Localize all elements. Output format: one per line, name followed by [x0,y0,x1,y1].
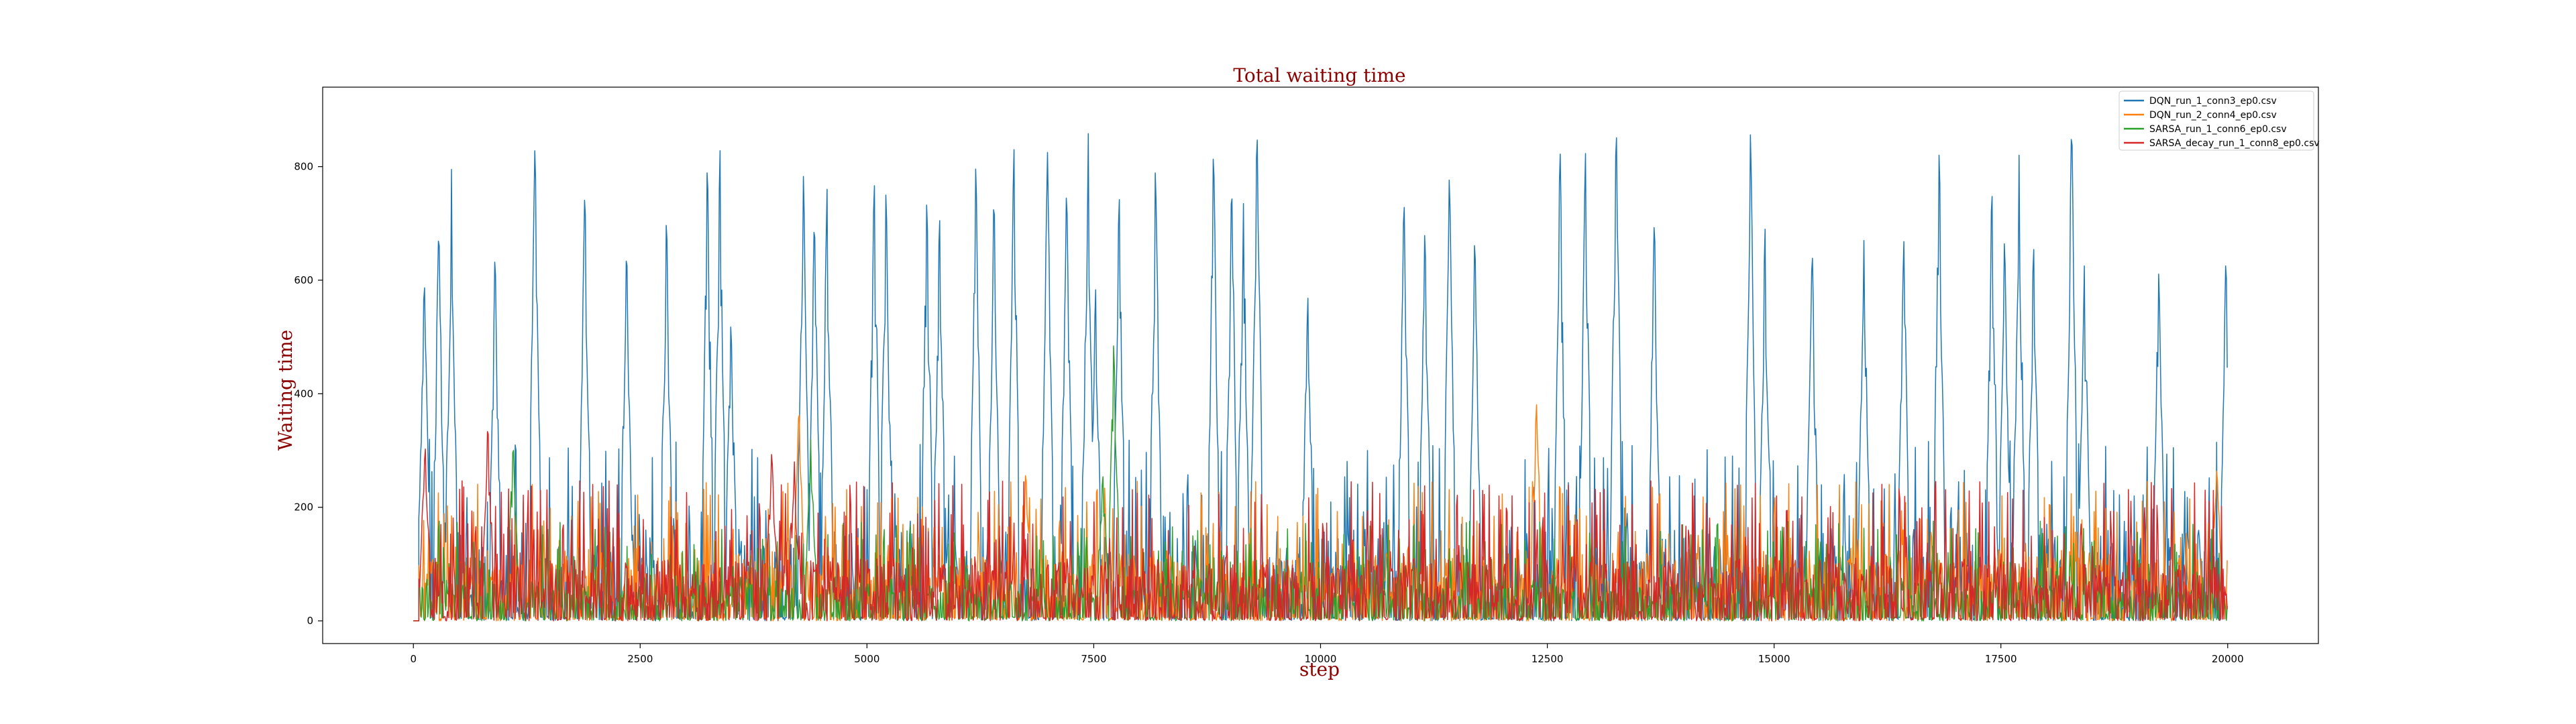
legend-entry-label: DQN_run_1_conn3_ep0.csv [2149,96,2277,107]
y-axis: 0 200 400 600 800 [294,161,323,627]
x-axis-label: step [1299,658,1340,680]
legend-entry-label: SARSA_decay_run_1_conn8_ep0.csv [2149,138,2320,149]
x-tick-label: 7500 [1081,653,1106,665]
y-tick-label: 600 [294,274,313,286]
legend-entry-label: DQN_run_2_conn4_ep0.csv [2149,110,2277,121]
x-tick-label: 5000 [854,653,879,665]
x-tick-label: 17500 [1985,653,2017,665]
y-tick-label: 400 [294,387,313,400]
y-tick-label: 200 [294,501,313,514]
y-tick-label: 0 [307,615,313,627]
legend-box [2118,90,2314,151]
legend-items: DQN_run_1_conn3_ep0.csv DQN_run_2_conn4_e… [2124,96,2320,149]
x-tick-label: 10000 [1305,653,1337,665]
x-axis: 0 2500 5000 7500 10000 12500 15000 17500 20000 [410,644,2244,665]
y-axis-label: Waiting time [274,330,297,450]
x-tick-label: 15000 [1758,653,1790,665]
x-tick-label: 12500 [1532,653,1564,665]
x-tick-label: 20000 [2212,653,2244,665]
x-tick-label: 0 [410,653,417,665]
x-tick-label: 2500 [627,653,653,665]
series-line [413,430,2228,621]
legend: DQN_run_1_conn3_ep0.csv DQN_run_2_conn4_e… [2118,90,2320,151]
chart-title: Total waiting time [1233,64,1405,86]
y-tick-label: 800 [294,161,313,173]
legend-entry-label: SARSA_run_1_conn6_ep0.csv [2149,124,2287,135]
series-layer [413,133,2228,621]
